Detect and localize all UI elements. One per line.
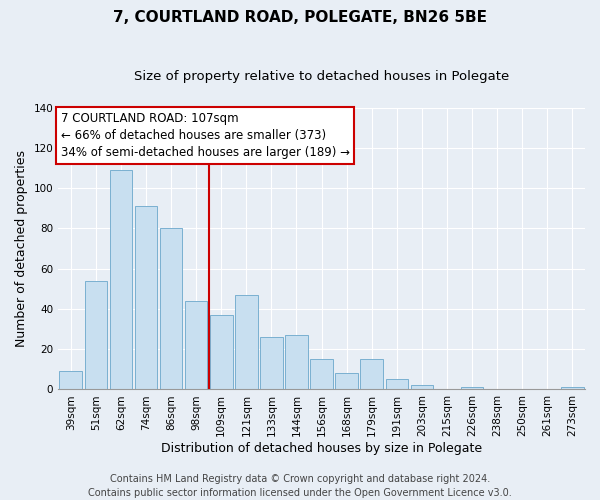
- X-axis label: Distribution of detached houses by size in Polegate: Distribution of detached houses by size …: [161, 442, 482, 455]
- Bar: [461, 388, 484, 390]
- Title: Size of property relative to detached houses in Polegate: Size of property relative to detached ho…: [134, 70, 509, 83]
- Bar: [260, 337, 283, 390]
- Bar: [235, 295, 257, 390]
- Bar: [361, 360, 383, 390]
- Y-axis label: Number of detached properties: Number of detached properties: [15, 150, 28, 347]
- Bar: [185, 301, 208, 390]
- Text: 7 COURTLAND ROAD: 107sqm
← 66% of detached houses are smaller (373)
34% of semi-: 7 COURTLAND ROAD: 107sqm ← 66% of detach…: [61, 112, 350, 159]
- Bar: [410, 386, 433, 390]
- Text: Contains HM Land Registry data © Crown copyright and database right 2024.
Contai: Contains HM Land Registry data © Crown c…: [88, 474, 512, 498]
- Bar: [210, 315, 233, 390]
- Bar: [561, 388, 584, 390]
- Bar: [335, 374, 358, 390]
- Bar: [85, 281, 107, 390]
- Bar: [310, 360, 333, 390]
- Bar: [59, 372, 82, 390]
- Bar: [110, 170, 132, 390]
- Bar: [386, 380, 408, 390]
- Bar: [134, 206, 157, 390]
- Text: 7, COURTLAND ROAD, POLEGATE, BN26 5BE: 7, COURTLAND ROAD, POLEGATE, BN26 5BE: [113, 10, 487, 25]
- Bar: [285, 335, 308, 390]
- Bar: [160, 228, 182, 390]
